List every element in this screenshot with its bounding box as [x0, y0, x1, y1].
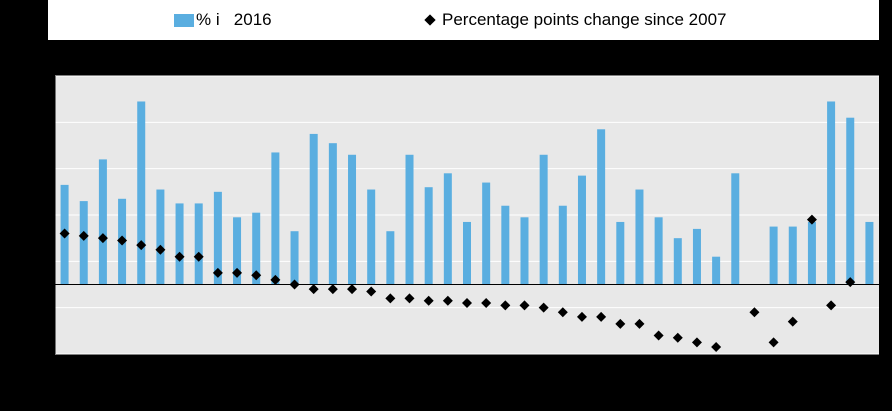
- diamond-marker: [308, 284, 319, 295]
- diamond-marker: [193, 251, 204, 262]
- bar: [712, 256, 721, 285]
- bar: [482, 182, 491, 285]
- diamond-marker: [481, 298, 492, 309]
- diamond-marker: [59, 228, 70, 239]
- legend-item-marker: Percentage points change since 2007: [424, 10, 726, 30]
- diamond-marker: [155, 244, 166, 255]
- bar: [98, 159, 107, 285]
- diamond-marker: [634, 318, 645, 329]
- legend-bar-label: % i 2016: [196, 10, 272, 29]
- legend-marker-label: Percentage points change since 2007: [442, 10, 727, 29]
- diamond-marker: [500, 300, 511, 311]
- bar: [405, 154, 414, 285]
- bar: [673, 238, 682, 285]
- diamond-marker: [672, 332, 683, 343]
- bar: [233, 217, 242, 285]
- diamond-marker: [78, 230, 89, 241]
- bar: [827, 101, 836, 285]
- bar: [156, 189, 165, 285]
- bar: [539, 154, 548, 285]
- legend: % i 2016 Percentage points change since …: [48, 0, 879, 40]
- diamond-marker: [806, 214, 817, 225]
- y-axis-ticks: [50, 75, 56, 355]
- bar: [290, 231, 299, 285]
- diamond-marker: [538, 302, 549, 313]
- diamond-marker: [711, 342, 722, 353]
- diamond-marker: [347, 284, 358, 295]
- legend-item-bar: % i 2016: [174, 10, 272, 30]
- diamond-marker: [615, 318, 626, 329]
- diamond-marker: [596, 311, 607, 322]
- diamond-marker: [270, 274, 281, 285]
- diamond-marker: [749, 307, 760, 318]
- bar: [788, 226, 797, 285]
- diamond-marker: [117, 235, 128, 246]
- bar: [79, 201, 88, 285]
- diamond-marker: [232, 267, 243, 278]
- diamond-marker: [366, 286, 377, 297]
- bar: [597, 129, 606, 285]
- diamond-marker: [576, 311, 587, 322]
- bar: [654, 217, 663, 285]
- bar: [252, 212, 261, 285]
- diamond-marker: [251, 270, 262, 281]
- bar: [501, 205, 510, 285]
- diamond-marker: [174, 251, 185, 262]
- bar: [769, 226, 778, 285]
- diamond-marker: [519, 300, 530, 311]
- diamond-marker: [212, 267, 223, 278]
- bar: [386, 231, 395, 285]
- diamond-marker: [136, 240, 147, 251]
- diamond-marker: [289, 279, 300, 290]
- bar: [194, 203, 203, 285]
- diamond-marker: [97, 233, 108, 244]
- bar: [635, 189, 644, 285]
- bar: [865, 221, 874, 285]
- diamond-marker: [423, 295, 434, 306]
- diamond-marker: [768, 337, 779, 348]
- diamond-marker: [327, 284, 338, 295]
- legend-bar-swatch: [174, 13, 194, 27]
- bar: [520, 217, 529, 285]
- gridlines: [55, 75, 879, 355]
- bar: [328, 143, 337, 285]
- bar: [558, 205, 567, 285]
- bar: [692, 228, 701, 285]
- bar: [137, 101, 146, 285]
- bar: [213, 191, 222, 285]
- diamond-marker: [442, 295, 453, 306]
- bar: [309, 133, 318, 285]
- bar: [846, 117, 855, 285]
- diamond-marker: [385, 293, 396, 304]
- marker-series: [59, 214, 856, 353]
- bar: [348, 154, 357, 285]
- bar: [807, 221, 816, 285]
- bar: [271, 152, 280, 285]
- bar-series: [60, 101, 874, 285]
- bar: [443, 173, 452, 285]
- bar: [424, 187, 433, 285]
- diamond-marker: [653, 330, 664, 341]
- bar: [577, 175, 586, 285]
- diamond-marker: [462, 298, 472, 309]
- diamond-marker: [404, 293, 415, 304]
- diamond-marker: [691, 337, 702, 348]
- diamond-marker: [845, 277, 856, 288]
- bar: [463, 221, 471, 285]
- bar: [367, 189, 376, 285]
- diamond-marker: [826, 300, 837, 311]
- bar: [616, 221, 625, 285]
- bar: [731, 173, 740, 285]
- bar: [175, 203, 184, 285]
- diamond-marker: [557, 307, 568, 318]
- diamond-marker: [787, 316, 798, 327]
